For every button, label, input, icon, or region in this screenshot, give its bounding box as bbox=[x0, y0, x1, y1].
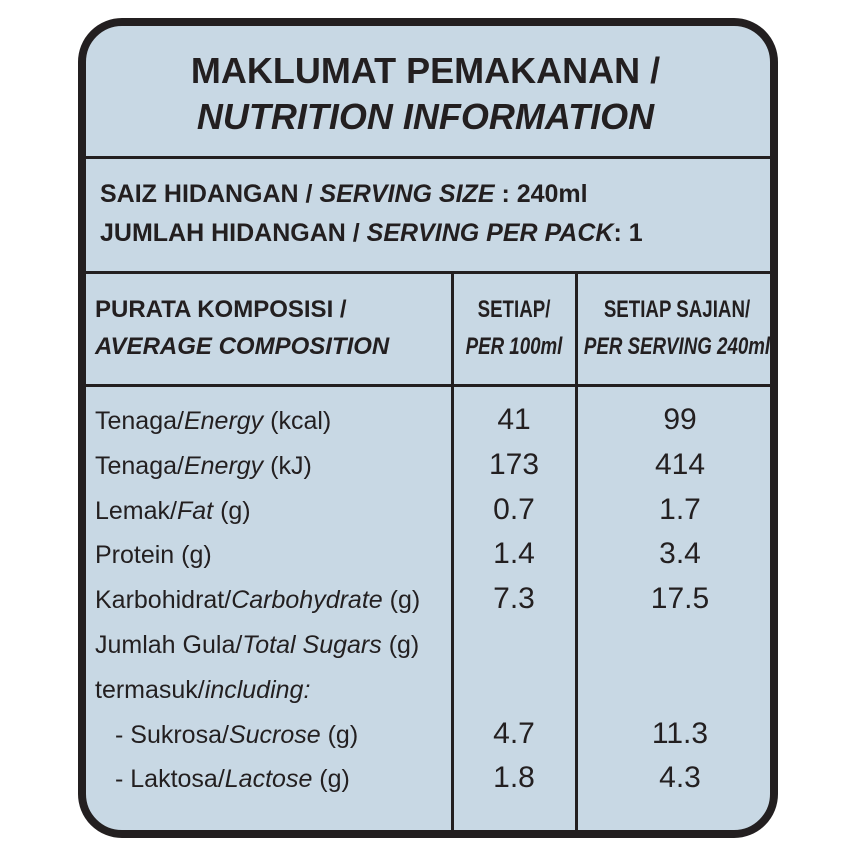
serving-value: : 1 bbox=[613, 219, 643, 247]
value-per-serving: 11.3 bbox=[651, 716, 709, 750]
label-english: Total Sugars bbox=[242, 631, 382, 659]
row-label: termasuk/including: bbox=[95, 676, 310, 705]
label-english: Fat bbox=[176, 496, 214, 525]
column-header: PURATA KOMPOSISI / bbox=[95, 296, 347, 323]
row-label: Jumlah Gula/Total Sugars (g) bbox=[95, 631, 419, 660]
column-header: AVERAGE COMPOSITION bbox=[95, 333, 390, 360]
serving-english: SERVING SIZE bbox=[319, 180, 495, 208]
column-divider bbox=[451, 272, 454, 830]
title: MAKLUMAT PEMAKANAN / bbox=[190, 50, 661, 91]
value-per-serving: 3.4 bbox=[659, 537, 701, 571]
value-per-100ml: 1.8 bbox=[493, 761, 535, 795]
row-label: Lemak/Fat (g) bbox=[95, 497, 251, 526]
value-per-100ml: 41 bbox=[497, 403, 531, 436]
column-header: PER 100ml bbox=[465, 333, 563, 360]
value-per-100ml: 0.7 bbox=[493, 492, 535, 526]
value-per-serving: 1.7 bbox=[659, 492, 701, 526]
row-label: Tenaga/Energy (kcal) bbox=[95, 407, 331, 436]
label-malay: termasuk/ bbox=[95, 675, 205, 704]
value-per-serving: 17.5 bbox=[650, 582, 710, 616]
value-per-100ml: 173 bbox=[488, 447, 540, 481]
label-english: Sucrose bbox=[228, 720, 321, 749]
label-english: Lactose bbox=[224, 765, 313, 794]
label-english: including: bbox=[204, 675, 311, 704]
divider bbox=[78, 384, 778, 387]
serving-malay: JUMLAH HIDANGAN / bbox=[100, 219, 360, 247]
label-malay: Jumlah Gula/ bbox=[95, 631, 243, 659]
row-label: Karbohidrat/Carbohydrate (g) bbox=[95, 586, 420, 615]
label-malay: Karbohidrat/ bbox=[95, 586, 232, 615]
column-header: PER SERVING 240ml bbox=[583, 333, 771, 360]
row-label: - Laktosa/Lactose (g) bbox=[115, 765, 350, 794]
column-header: SETIAP SAJIAN/ bbox=[603, 296, 751, 323]
label-malay: - Laktosa/ bbox=[115, 765, 225, 794]
column-divider bbox=[575, 272, 578, 830]
label-english: Carbohydrate bbox=[231, 586, 383, 615]
label-malay: Lemak/ bbox=[95, 496, 177, 525]
row-label: - Sukrosa/Sucrose (g) bbox=[115, 721, 358, 750]
value-per-serving: 99 bbox=[663, 403, 697, 436]
label-unit: (g) bbox=[181, 541, 212, 570]
label-unit: (kcal) bbox=[270, 407, 332, 435]
divider bbox=[78, 271, 778, 274]
row-label: Protein (g) bbox=[95, 541, 212, 570]
label-unit: (g) bbox=[319, 765, 350, 794]
divider bbox=[78, 156, 778, 159]
label-malay: Tenaga/ bbox=[95, 451, 184, 480]
value-per-100ml: 7.3 bbox=[493, 582, 535, 616]
value-per-100ml: 1.4 bbox=[493, 537, 535, 571]
serving-malay: SAIZ HIDANGAN / bbox=[100, 180, 313, 208]
label-malay: Tenaga/ bbox=[95, 407, 184, 435]
label-panel bbox=[78, 18, 778, 838]
value-per-100ml: 4.7 bbox=[493, 716, 535, 750]
serving-english: SERVING PER PACK bbox=[366, 219, 614, 247]
row-label: Tenaga/Energy (kJ) bbox=[95, 452, 312, 481]
label-english: Energy bbox=[183, 407, 264, 435]
serving-line: SAIZ HIDANGAN / SERVING SIZE : 240ml bbox=[100, 180, 588, 209]
label-malay: - Sukrosa/ bbox=[115, 720, 229, 749]
title: NUTRITION INFORMATION bbox=[196, 96, 655, 137]
serving-value: : 240ml bbox=[501, 180, 588, 208]
label-english: Energy bbox=[183, 451, 264, 480]
value-per-serving: 4.3 bbox=[659, 761, 701, 795]
column-header: SETIAP/ bbox=[477, 296, 551, 323]
label-unit: (g) bbox=[388, 631, 420, 659]
label-unit: (g) bbox=[220, 496, 251, 525]
value-per-serving: 414 bbox=[654, 447, 706, 481]
label-unit: (kJ) bbox=[270, 451, 312, 480]
label-unit: (g) bbox=[389, 586, 421, 615]
label-unit: (g) bbox=[327, 720, 359, 749]
label-malay: Protein bbox=[95, 541, 175, 570]
serving-line: JUMLAH HIDANGAN / SERVING PER PACK: 1 bbox=[100, 219, 643, 248]
